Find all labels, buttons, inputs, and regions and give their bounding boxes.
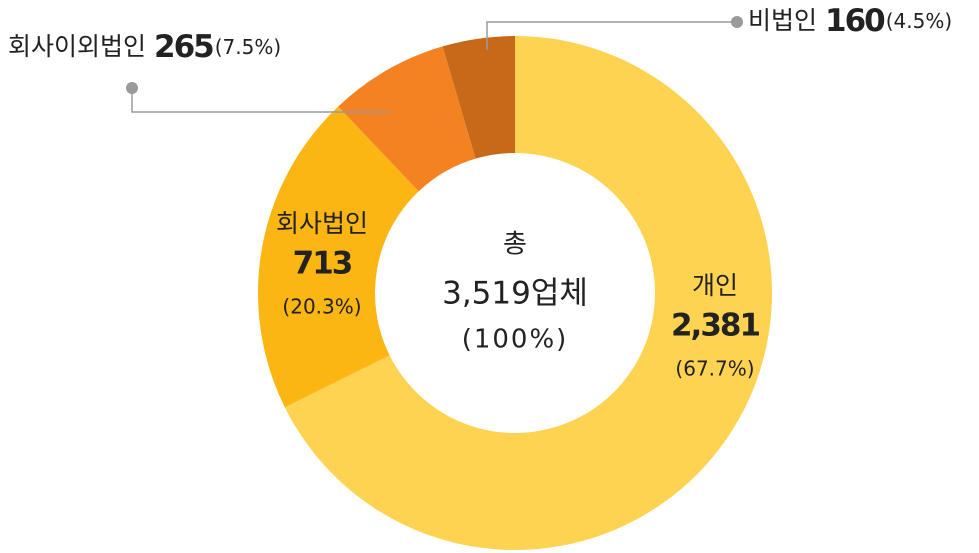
slice-name: 비법인 [748, 6, 817, 35]
donut-slice [442, 36, 515, 159]
leader-dot [731, 16, 743, 28]
slice-percent: (67.7%) [675, 357, 754, 381]
leader-dot [126, 82, 138, 94]
center-label: 총 [503, 230, 527, 260]
slice-value: 713 [293, 246, 352, 282]
slice-name: 개인 [692, 271, 738, 300]
donut-slice [338, 46, 476, 192]
leader-line [486, 21, 735, 50]
slice-value: 2,381 [671, 308, 759, 344]
slice-value: 160 [825, 3, 885, 39]
slice-label: 비법인 160 (4.5%) [748, 3, 952, 39]
slice-percent: (7.5%) [215, 35, 281, 59]
donut-slice [284, 36, 772, 550]
slice-name: 회사이외법인 [8, 32, 146, 61]
center-percent: (100%) [462, 325, 569, 355]
center-total: 3,519업체 [442, 276, 588, 312]
slice-label: 회사이외법인 265 (7.5%) [8, 29, 281, 65]
donut-slice [258, 106, 419, 408]
leader-line [131, 88, 390, 113]
slice-percent: (20.3%) [282, 295, 361, 319]
slice-name: 회사법인 [276, 209, 368, 238]
slice-value: 265 [154, 29, 213, 65]
slice-percent: (4.5%) [886, 9, 952, 33]
